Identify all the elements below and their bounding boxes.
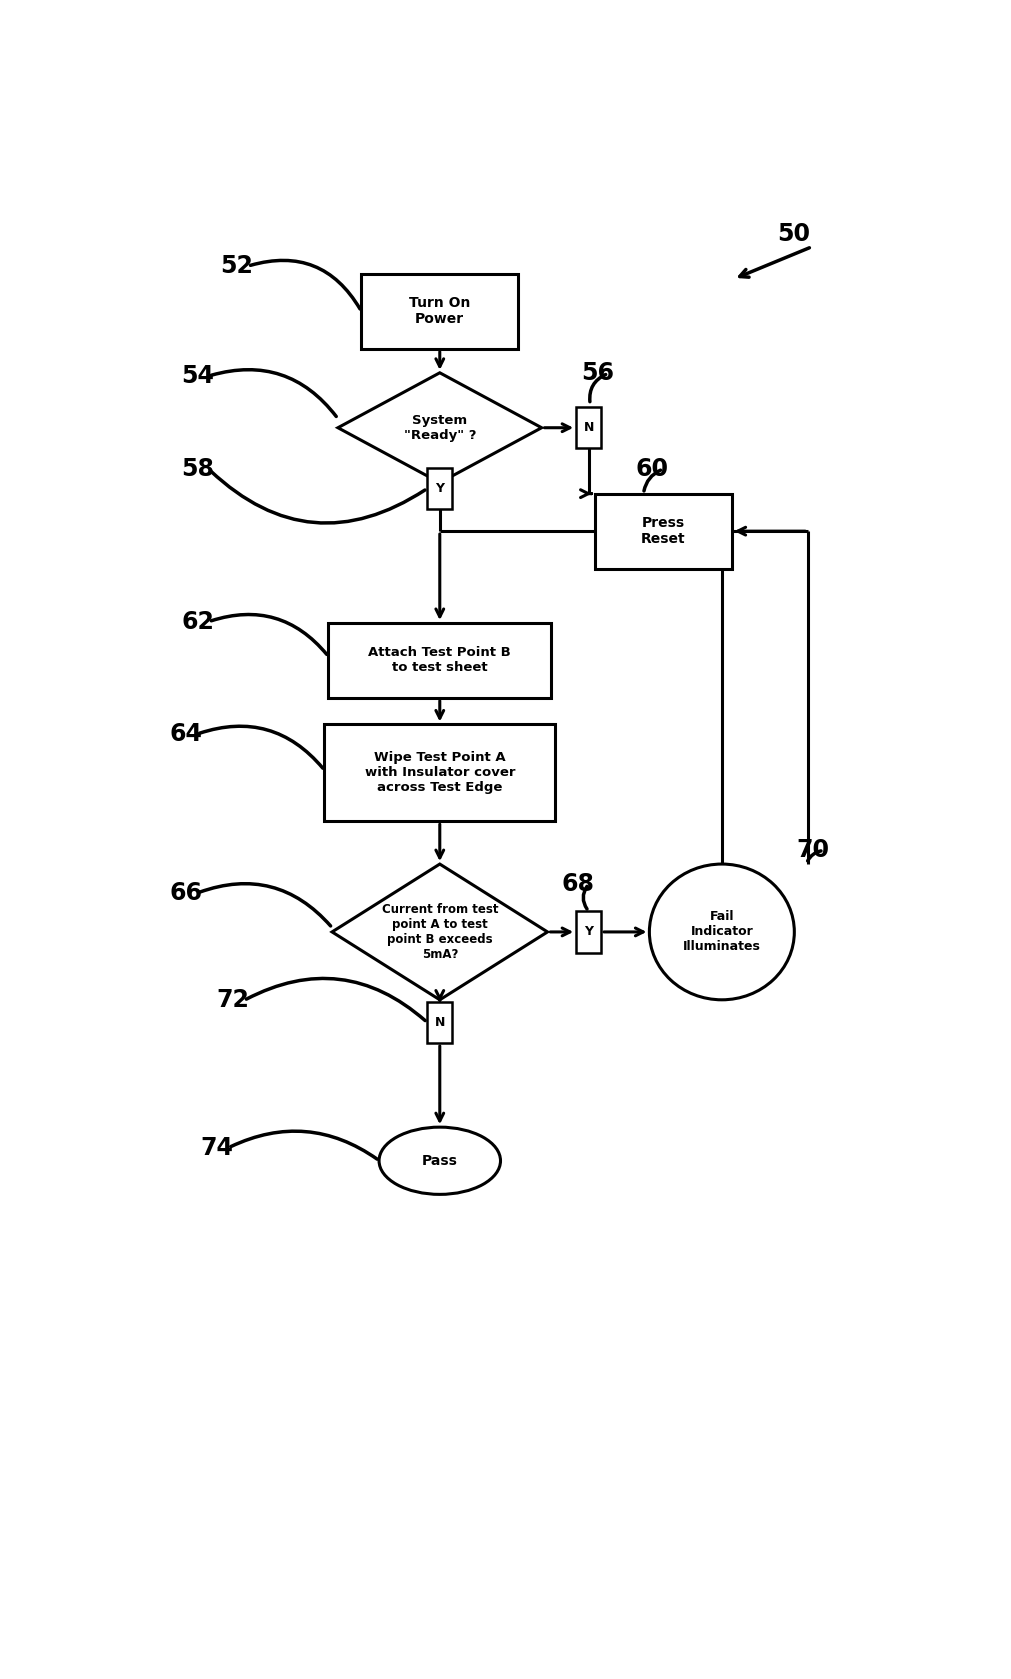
Text: Turn On
Power: Turn On Power xyxy=(409,296,470,326)
Text: 62: 62 xyxy=(181,609,214,633)
Text: Y: Y xyxy=(436,482,444,495)
Text: Y: Y xyxy=(584,925,593,939)
FancyBboxPatch shape xyxy=(428,468,452,509)
Text: 52: 52 xyxy=(220,254,254,279)
Text: 64: 64 xyxy=(170,722,202,745)
Text: Current from test
point A to test
point B exceeds
5mA?: Current from test point A to test point … xyxy=(381,903,498,960)
Text: 68: 68 xyxy=(561,871,594,897)
FancyBboxPatch shape xyxy=(594,494,732,569)
Text: N: N xyxy=(583,421,593,435)
Text: 70: 70 xyxy=(797,838,829,863)
Text: 50: 50 xyxy=(776,222,810,245)
FancyBboxPatch shape xyxy=(428,1002,452,1043)
Text: Wipe Test Point A
with Insulator cover
across Test Edge: Wipe Test Point A with Insulator cover a… xyxy=(365,752,515,794)
Text: 66: 66 xyxy=(170,881,202,905)
FancyBboxPatch shape xyxy=(362,274,519,349)
Text: Pass: Pass xyxy=(422,1153,458,1169)
FancyBboxPatch shape xyxy=(325,724,555,821)
Ellipse shape xyxy=(379,1127,500,1194)
Text: N: N xyxy=(435,1016,445,1029)
Text: Attach Test Point B
to test sheet: Attach Test Point B to test sheet xyxy=(368,646,512,675)
Text: 60: 60 xyxy=(636,457,668,482)
Text: Fail
Indicator
Illuminates: Fail Indicator Illuminates xyxy=(682,910,761,954)
Text: 56: 56 xyxy=(580,361,614,386)
Text: System
"Ready" ?: System "Ready" ? xyxy=(403,413,476,442)
Text: 54: 54 xyxy=(181,364,214,388)
FancyBboxPatch shape xyxy=(576,406,602,448)
Text: 58: 58 xyxy=(181,457,214,482)
FancyBboxPatch shape xyxy=(576,912,602,952)
Text: 74: 74 xyxy=(201,1135,234,1160)
Text: Press
Reset: Press Reset xyxy=(641,515,685,546)
FancyBboxPatch shape xyxy=(329,623,551,698)
Polygon shape xyxy=(332,865,548,999)
Text: 72: 72 xyxy=(216,989,250,1012)
Polygon shape xyxy=(338,373,542,482)
Ellipse shape xyxy=(649,865,795,999)
